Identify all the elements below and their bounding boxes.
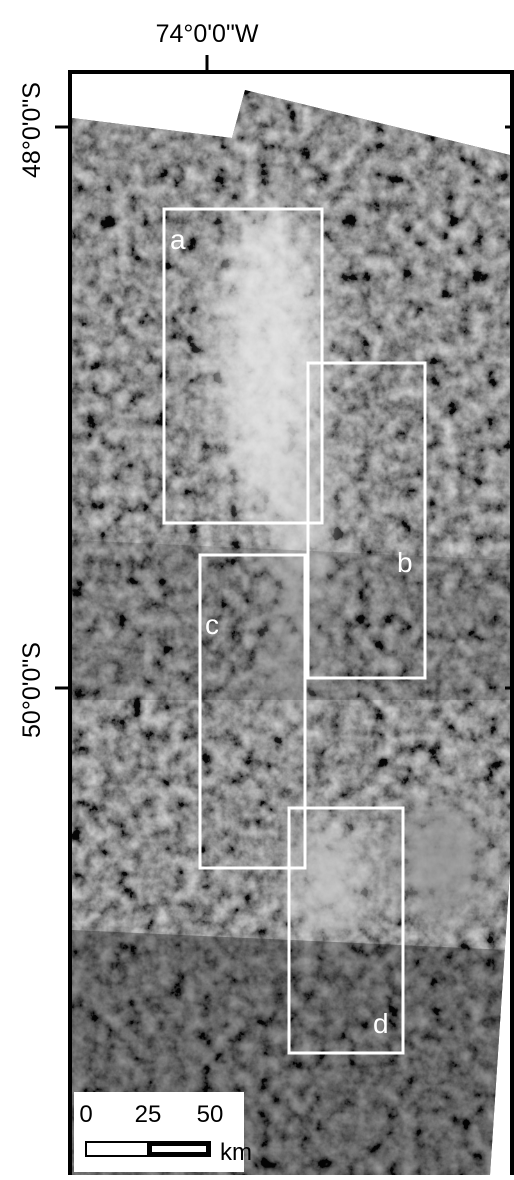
longitude-label: 74°0'0"W bbox=[156, 20, 259, 48]
scale-tick-label: 0 bbox=[79, 1101, 92, 1128]
scale-tick-label: 25 bbox=[135, 1101, 162, 1128]
satellite-image bbox=[72, 80, 512, 1175]
scale-bar-segment bbox=[86, 1142, 148, 1156]
map: 74°0'0"W 48°0'0"S 50°0'0"S a b c d 0 25 … bbox=[0, 0, 514, 1175]
box-label: d bbox=[373, 1008, 389, 1039]
scale-bar-inner bbox=[152, 1146, 206, 1152]
latitude-label: 48°0'0"S bbox=[18, 82, 46, 178]
scale-tick-label: 50 bbox=[197, 1101, 224, 1128]
box-label: b bbox=[397, 547, 413, 578]
box-label: a bbox=[170, 224, 186, 255]
latitude-label: 50°0'0"S bbox=[18, 642, 46, 738]
scale-unit: km bbox=[220, 1139, 252, 1166]
page: 74°0'0"W 48°0'0"S 50°0'0"S a b c d 0 25 … bbox=[0, 0, 514, 1175]
box-label: c bbox=[205, 609, 219, 640]
